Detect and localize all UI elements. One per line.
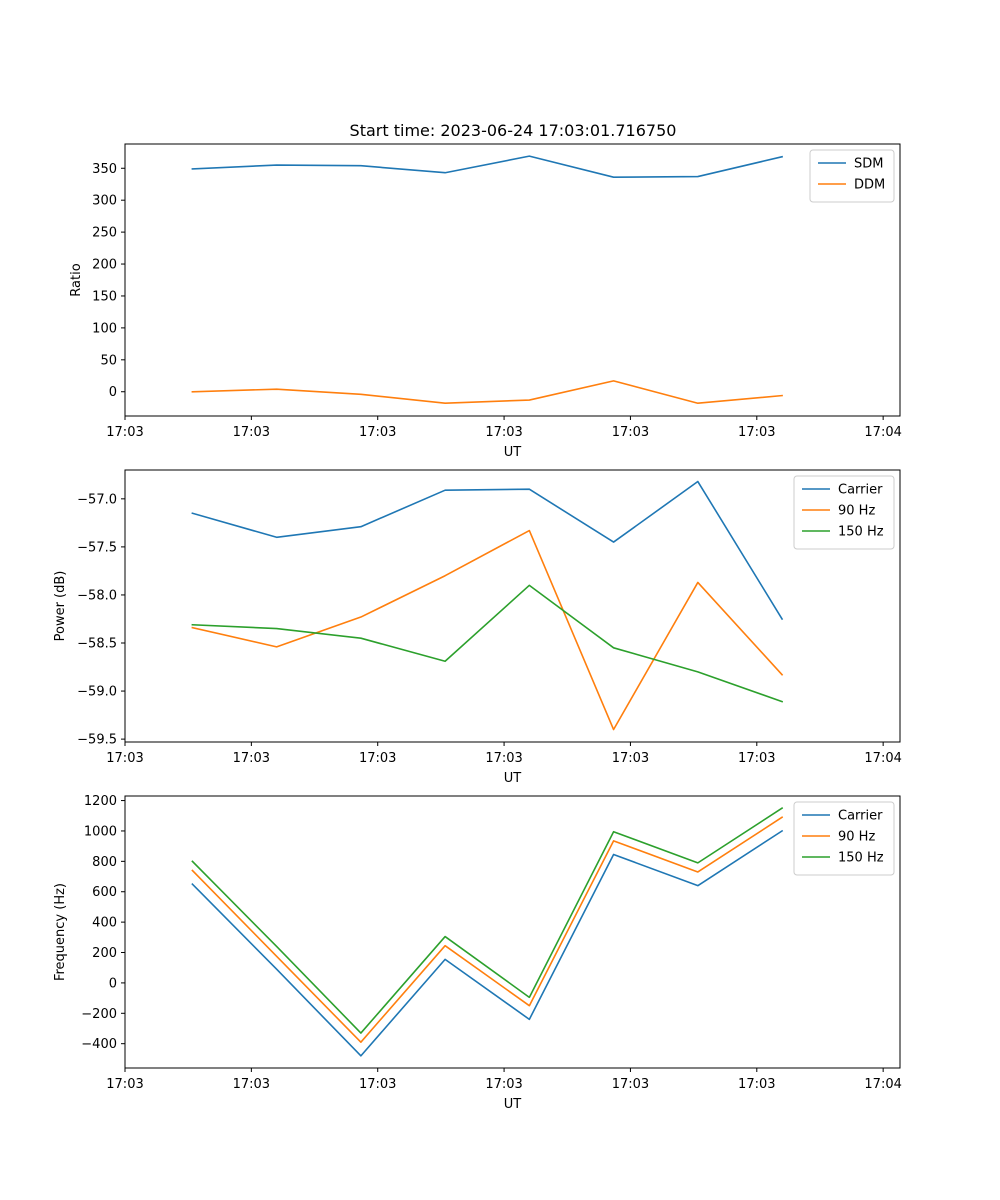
legend-label: DDM (854, 178, 885, 193)
y-tick-label: −57.5 (77, 540, 117, 555)
x-tick-label: 17:03 (485, 425, 522, 440)
x-axis-label: UT (504, 445, 522, 460)
figure-title: Start time: 2023-06-24 17:03:01.716750 (350, 121, 677, 140)
legend-label: Carrier (838, 809, 883, 824)
x-tick-label: 17:03 (612, 751, 649, 766)
series-line-150-hz (191, 584, 784, 703)
x-tick-label: 17:03 (106, 751, 143, 766)
chart-panels: 17:03 17:03 17:03 17:03 17:03 17:03 17:04 0 50 10… (53, 143, 902, 1112)
x-tick-label: 17:03 (738, 425, 775, 440)
y-tick-label: −57.0 (77, 492, 117, 507)
y-tick-label: −58.5 (77, 637, 117, 652)
x-tick-label: 17:04 (864, 751, 901, 766)
y-tick-label: 800 (92, 855, 117, 870)
series-line-90-hz (191, 529, 784, 731)
legend-label: Carrier (838, 483, 883, 498)
series-line-90-hz (191, 816, 784, 1043)
series-line-carrier (191, 480, 784, 621)
chart-panel-1: 17:03 17:03 17:03 17:03 17:03 17:03 17:04 0 50 10… (69, 143, 902, 460)
series-line-sdm (191, 155, 784, 178)
legend-label: 150 Hz (838, 851, 884, 866)
x-tick-label: 17:03 (359, 425, 396, 440)
legend-label: SDM (854, 157, 883, 172)
x-tick-label: 17:03 (612, 1077, 649, 1092)
x-tick-label: 17:03 (485, 751, 522, 766)
y-tick-label: 200 (92, 946, 117, 961)
x-tick-label: 17:03 (106, 425, 143, 440)
y-tick-label: 300 (92, 194, 117, 209)
y-axis-label: Ratio (69, 263, 84, 296)
y-tick-label: 1200 (84, 794, 117, 809)
x-tick-label: 17:03 (612, 425, 649, 440)
y-tick-label: 350 (92, 162, 117, 177)
plot-frame (124, 143, 901, 417)
x-axis-label: UT (504, 1097, 522, 1112)
legend-label: 90 Hz (838, 504, 875, 519)
x-tick-label: 17:04 (864, 1077, 901, 1092)
series-line-150-hz (191, 807, 784, 1034)
y-tick-label: −200 (81, 1007, 117, 1022)
series-line-carrier (191, 829, 784, 1057)
plot-frame (124, 795, 901, 1069)
x-tick-label: 17:04 (864, 425, 901, 440)
y-axis-label: Frequency (Hz) (53, 883, 68, 981)
y-tick-label: 0 (109, 976, 117, 991)
plot-frame (124, 469, 901, 743)
y-tick-label: 1000 (84, 824, 117, 839)
x-tick-label: 17:03 (738, 751, 775, 766)
y-tick-label: 50 (100, 353, 117, 368)
chart-panel-2: 17:03 17:03 17:03 17:03 17:03 17:03 17:04 −59.5… (53, 469, 902, 786)
x-tick-label: 17:03 (106, 1077, 143, 1092)
y-tick-label: −400 (81, 1037, 117, 1052)
y-tick-label: 150 (92, 289, 117, 304)
x-axis-label: UT (504, 771, 522, 786)
y-tick-label: 100 (92, 321, 117, 336)
y-tick-label: −59.5 (77, 733, 117, 748)
y-tick-label: 250 (92, 226, 117, 241)
x-tick-label: 17:03 (485, 1077, 522, 1092)
y-tick-label: −58.0 (77, 588, 117, 603)
y-tick-label: −59.0 (77, 685, 117, 700)
y-tick-label: 200 (92, 258, 117, 273)
y-tick-label: 600 (92, 885, 117, 900)
legend: Carrier 90 Hz 150 Hz (793, 801, 895, 876)
x-tick-label: 17:03 (738, 1077, 775, 1092)
legend-label: 150 Hz (838, 525, 884, 540)
legend: SDM DDM (809, 149, 895, 203)
y-axis-label: Power (dB) (53, 571, 68, 642)
chart-panel-3: 17:03 17:03 17:03 17:03 17:03 17:03 17:04 −400 −… (53, 794, 902, 1112)
x-tick-label: 17:03 (233, 751, 270, 766)
series-line-ddm (191, 380, 783, 405)
x-tick-label: 17:03 (233, 425, 270, 440)
legend: Carrier 90 Hz 150 Hz (793, 475, 895, 550)
y-tick-label: 0 (109, 385, 117, 400)
x-tick-label: 17:03 (233, 1077, 270, 1092)
legend-label: 90 Hz (838, 830, 875, 845)
y-tick-label: 400 (92, 916, 117, 931)
x-tick-label: 17:03 (359, 751, 396, 766)
x-tick-label: 17:03 (359, 1077, 396, 1092)
